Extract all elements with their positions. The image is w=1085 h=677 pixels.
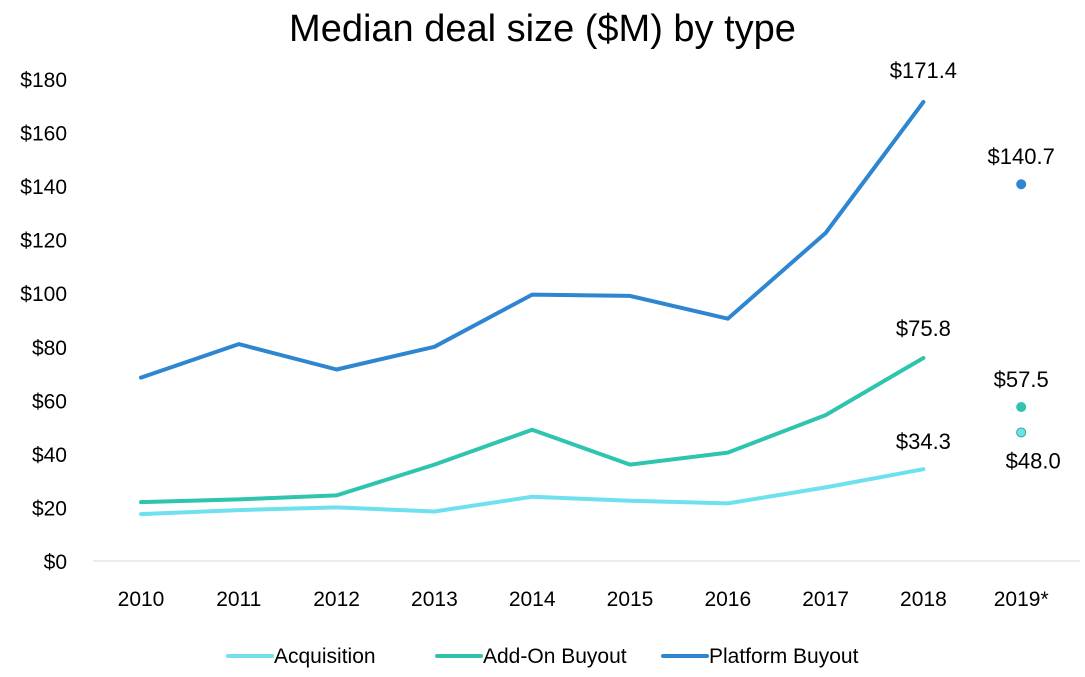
y-tick-label: $120 [20, 230, 67, 253]
y-tick-label: $40 [32, 444, 67, 467]
x-tick-label: 2013 [411, 588, 458, 611]
legend: Acquisition Add-On Buyout Platform Buyout [226, 645, 859, 668]
data-label: $75.8 [896, 316, 951, 341]
legend-label: Add-On Buyout [483, 645, 627, 668]
data-label: $140.7 [988, 144, 1055, 169]
y-tick-label: $20 [32, 497, 67, 520]
y-tick-label: $60 [32, 390, 67, 413]
x-tick-label: 2014 [509, 588, 556, 611]
x-axis-ticks: 2010 2011 2012 2013 2014 2015 2016 2017 2018 2019… [118, 588, 1049, 611]
y-tick-label: $140 [20, 176, 67, 199]
data-label: $171.4 [890, 58, 957, 83]
series-point-add-on-buyout [1016, 402, 1027, 413]
y-tick-label: $100 [20, 283, 67, 306]
series-lines [139, 100, 926, 517]
x-tick-label: 2010 [118, 588, 165, 611]
series-line-platform-buyout [139, 100, 926, 380]
legend-label: Platform Buyout [709, 645, 859, 668]
data-labels: $34.3 $48.0 $75.8 $57.5 $171.4 $140.7 [890, 58, 1061, 473]
y-tick-label: $160 [20, 123, 67, 146]
data-label: $34.3 [896, 429, 951, 454]
series-points [1016, 179, 1027, 438]
x-tick-label: 2017 [802, 588, 849, 611]
y-axis-ticks: $0 $20 $40 $60 $80 $100 $120 $140 $160 $180 [20, 69, 67, 574]
x-tick-label: 2015 [607, 588, 654, 611]
series-point-acquisition [1016, 427, 1027, 438]
y-tick-label: $180 [20, 69, 67, 92]
x-tick-label: 2012 [313, 588, 360, 611]
x-tick-label: 2018 [900, 588, 947, 611]
series-point-platform-buyout [1016, 179, 1027, 190]
series-line-acquisition [139, 467, 926, 517]
data-label: $48.0 [1006, 448, 1061, 473]
y-tick-label: $0 [44, 551, 67, 574]
x-tick-label: 2011 [216, 588, 261, 611]
chart-title: Median deal size ($M) by type [289, 8, 796, 50]
x-tick-label: 2019* [994, 588, 1049, 611]
series-line-add-on-buyout [139, 356, 926, 505]
legend-label: Acquisition [274, 645, 376, 668]
y-tick-label: $80 [32, 337, 67, 360]
x-tick-label: 2016 [704, 588, 751, 611]
data-label: $57.5 [994, 367, 1049, 392]
